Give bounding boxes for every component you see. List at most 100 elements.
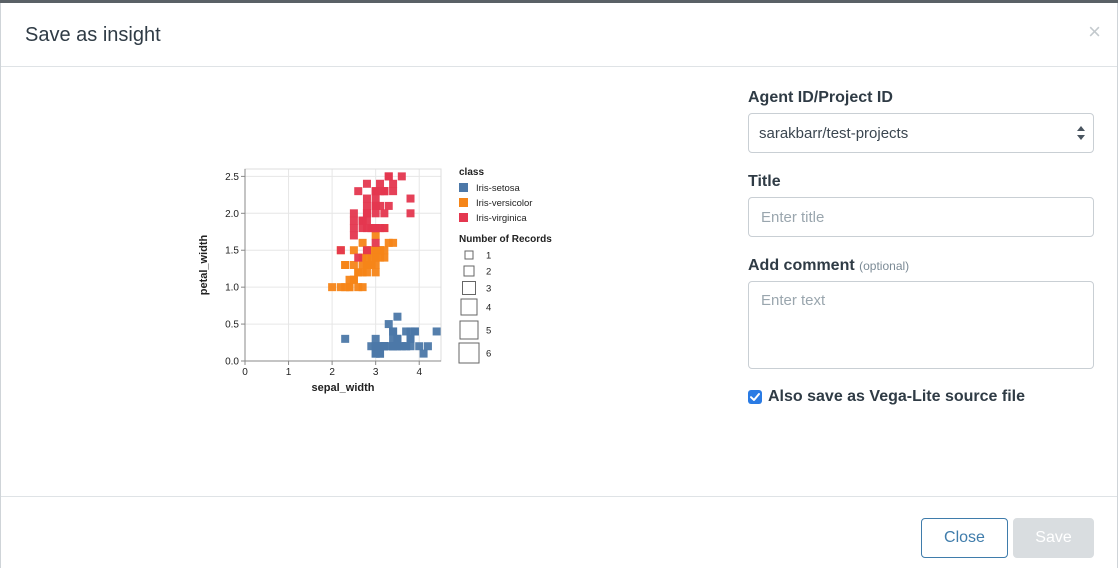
data-point [362,261,371,269]
data-point [341,334,350,343]
data-point [380,246,389,255]
data-point [384,342,393,351]
data-point [376,253,385,262]
data-point [362,201,371,210]
x-axis-title: sepal_width [312,382,375,394]
data-point [380,342,389,351]
data-point [393,342,402,351]
title-label: Title [748,173,781,190]
legend-swatch [459,198,468,207]
agent-id-select[interactable]: sarakbarr/test-projects [748,113,1094,153]
data-point [371,238,380,247]
data-point [362,253,371,262]
data-point [376,224,385,233]
data-point [406,209,415,218]
data-point [384,320,393,329]
data-point [362,224,371,233]
data-point [341,261,350,269]
data-point [371,209,380,218]
select-arrows-icon [1077,126,1085,140]
legend-size-label: 2 [486,267,491,278]
save-button[interactable]: Save [1013,518,1094,558]
data-point [384,238,393,247]
data-point [406,342,415,351]
data-point [380,253,389,262]
data-point [336,246,345,255]
data-point [362,268,371,277]
close-button[interactable]: Close [921,518,1008,558]
data-point [358,283,367,292]
data-point [341,283,350,292]
data-point [393,334,402,343]
data-point [393,312,402,321]
data-point [345,283,354,292]
dialog-body: 0 1 2 3 4 0.0 0.5 1.0 1.5 2.0 2.5 sepal_width petal_… [1,67,1117,496]
data-point [384,201,393,210]
data-point [358,216,367,225]
agent-id-label: Agent ID/Project ID [748,89,893,106]
data-point [371,201,380,210]
data-point [358,238,367,247]
data-point [336,283,345,292]
data-point [362,209,371,218]
data-point [349,275,358,284]
close-icon[interactable]: × [1088,19,1101,44]
comment-optional-text: (optional) [859,259,910,273]
y-tick-label: 0.0 [225,357,239,368]
scatter-chart: 0 1 2 3 4 0.0 0.5 1.0 1.5 2.0 2.5 sepal_width petal_… [198,167,552,394]
data-point [367,261,376,269]
data-point [389,187,398,196]
y-tick-label: 0.5 [225,320,239,331]
data-point [354,268,363,277]
data-point [376,201,385,210]
data-point [371,334,380,343]
data-point [406,194,415,203]
window-top-bar [0,0,1118,3]
legend-class-label: Iris-virginica [476,213,527,224]
legend-size-swatch [458,342,480,364]
comment-label-text: Add comment [748,257,855,274]
data-point [432,327,441,336]
dialog-footer: Close Save [1,496,1117,568]
legend-size-label: 6 [486,349,491,360]
data-point [371,231,380,240]
data-point [371,224,380,233]
data-point [367,224,376,233]
data-point [410,327,419,336]
title-input[interactable] [748,197,1094,237]
data-point [389,342,398,351]
data-point [419,349,428,358]
legend-size-label: 3 [486,284,491,295]
data-point [376,246,385,255]
vega-lite-checkbox-label[interactable]: Also save as Vega-Lite source file [768,388,1026,405]
data-point [367,253,376,262]
dialog-header: Save as insight × [1,3,1117,67]
data-point [376,349,385,358]
data-point [389,327,398,336]
data-point [371,349,380,358]
data-point [397,342,406,351]
legend-size-swatch [460,298,478,316]
data-point [362,216,371,225]
x-tick-label: 1 [286,367,292,378]
data-point [345,275,354,284]
data-point [371,253,380,262]
data-point [362,246,371,255]
vega-lite-checkbox[interactable] [748,390,762,404]
data-point [349,261,358,269]
data-point [349,231,358,240]
comment-textarea[interactable] [748,281,1094,369]
y-axis-title: petal_width [198,234,210,295]
agent-id-value: sarakbarr/test-projects [759,125,909,142]
data-point [349,216,358,225]
dialog-title: Save as insight [25,24,161,46]
y-tick-label: 1.0 [225,283,239,294]
data-point [371,187,380,196]
data-point [371,194,380,203]
x-tick-label: 2 [329,367,335,378]
data-point [402,327,411,336]
data-point [354,253,363,262]
data-point [358,268,367,277]
data-point [376,179,385,188]
data-point [349,209,358,218]
